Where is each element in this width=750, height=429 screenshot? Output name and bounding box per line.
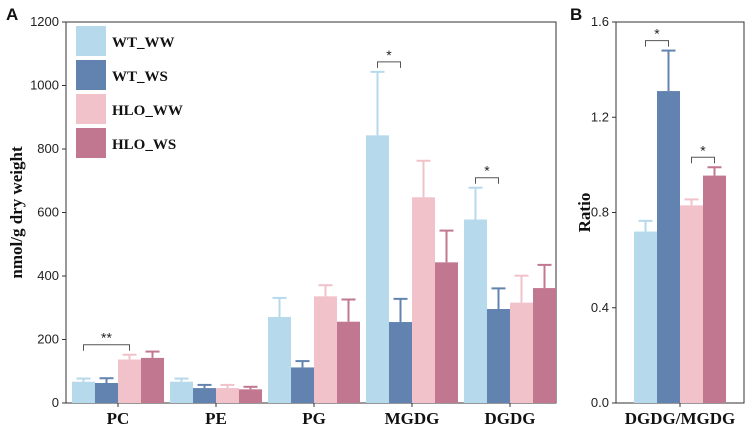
panel-b-significance-label: * — [700, 142, 706, 158]
panel-b-ytick-label: 1.2 — [591, 109, 609, 124]
panel-a-label: A — [6, 5, 18, 24]
panel-a-xtick-label-pe: PE — [205, 409, 227, 428]
panel-b-ytick-label: 1.6 — [591, 14, 609, 29]
panel-a-significance-bracket — [475, 177, 499, 184]
panel-a-bar-pc-wt-ws — [95, 382, 118, 403]
panel-a-bar-pc-wt-ww — [72, 381, 95, 403]
panel-a-ytick-label: 800 — [37, 141, 59, 156]
panel-a-xtick-label-mgdg: MGDG — [385, 409, 440, 428]
panel-b-significance-bracket — [645, 40, 669, 47]
panel-b-ytick-label: 0.4 — [591, 300, 609, 315]
panel-a-bar-pc-hlo-ws — [141, 357, 164, 403]
panel-a-bar-dgdg-hlo-ws — [533, 288, 556, 403]
panel-a-bar-dgdg-wt-ww — [464, 219, 487, 403]
panel-b-y-axis-label: Ratio — [575, 193, 594, 233]
panel-a-bar-pg-wt-ww — [268, 316, 291, 403]
panel-a-ytick-label: 200 — [37, 332, 59, 347]
panel-b-bar-dgdg-mgdg-hlo-ws — [703, 175, 726, 403]
panel-a-bar-mgdg-hlo-ww — [412, 197, 435, 403]
panel-a-bar-pe-wt-ws — [193, 388, 216, 403]
panel-a-legend-swatch-wt-ww — [76, 26, 106, 56]
panel-a-legend-swatch-hlo-ww — [76, 94, 106, 124]
panel-a-xtick-label-pg: PG — [302, 409, 326, 428]
panel-a-significance-label: * — [484, 163, 490, 179]
panel-b-ytick-label: 0.8 — [591, 205, 609, 220]
panel-a-bar-pe-hlo-ww — [216, 388, 239, 403]
panel-b-ytick-label: 0.0 — [591, 395, 609, 410]
panel-a-bar-dgdg-hlo-ww — [510, 302, 533, 403]
panel-a-xtick-label-dgdg: DGDG — [485, 409, 536, 428]
panel-a-y-axis-label: nmol/g dry weight — [7, 146, 26, 279]
panel-a-legend-swatch-hlo-ws — [76, 128, 106, 158]
panel-b-significance-bracket — [691, 156, 715, 164]
panel-a-legend-swatch-wt-ws — [76, 60, 106, 90]
panel-a-bar-dgdg-wt-ws — [487, 309, 510, 403]
panel-b-bar-dgdg-mgdg-hlo-ww — [680, 205, 703, 403]
panel-a-bar-mgdg-hlo-ws — [435, 262, 458, 403]
panel-b-xtick-label-dgdg-mgdg: DGDG/MGDG — [625, 409, 736, 428]
panel-a-bar-pe-hlo-ws — [239, 389, 262, 403]
panel-a-ytick-label: 0 — [52, 395, 59, 410]
panel-b-bar-dgdg-mgdg-wt-ws — [657, 91, 680, 404]
panel-a-legend-label-wt-ws: WT_WS — [112, 69, 168, 85]
panel-a-significance-label: * — [386, 47, 392, 63]
panel-a-bar-pg-hlo-ww — [314, 296, 337, 403]
panel-b-bar-dgdg-mgdg-wt-ww — [634, 231, 657, 403]
panel-a-bar-mgdg-wt-ws — [389, 322, 412, 403]
panel-a-legend-label-hlo-ww: HLO_WW — [112, 103, 183, 119]
panel-a-legend-label-wt-ww: WT_WW — [112, 35, 175, 51]
panel-a-ytick-label: 400 — [37, 268, 59, 283]
panel-a-xtick-label-pc: PC — [107, 409, 130, 428]
panel-a-bar-mgdg-wt-ww — [366, 135, 389, 403]
panel-a-bar-pc-hlo-ww — [118, 359, 141, 403]
panel-a-significance-bracket — [83, 344, 130, 351]
panel-b-significance-label: * — [654, 26, 660, 42]
panel-a-ytick-label: 1000 — [30, 78, 59, 93]
panel-a-significance-bracket — [377, 61, 401, 68]
panel-a-legend-label-hlo-ws: HLO_WS — [112, 137, 176, 153]
panel-a-bar-pg-hlo-ws — [337, 321, 360, 403]
panel-a-ytick-label: 600 — [37, 205, 59, 220]
panel-b-label: B — [570, 5, 582, 24]
panel-a-bar-pe-wt-ww — [170, 381, 193, 403]
panel-a-significance-label: ** — [101, 330, 112, 346]
panel-a-ytick-label: 1200 — [30, 14, 59, 29]
panel-a-bar-pg-wt-ws — [291, 367, 314, 403]
